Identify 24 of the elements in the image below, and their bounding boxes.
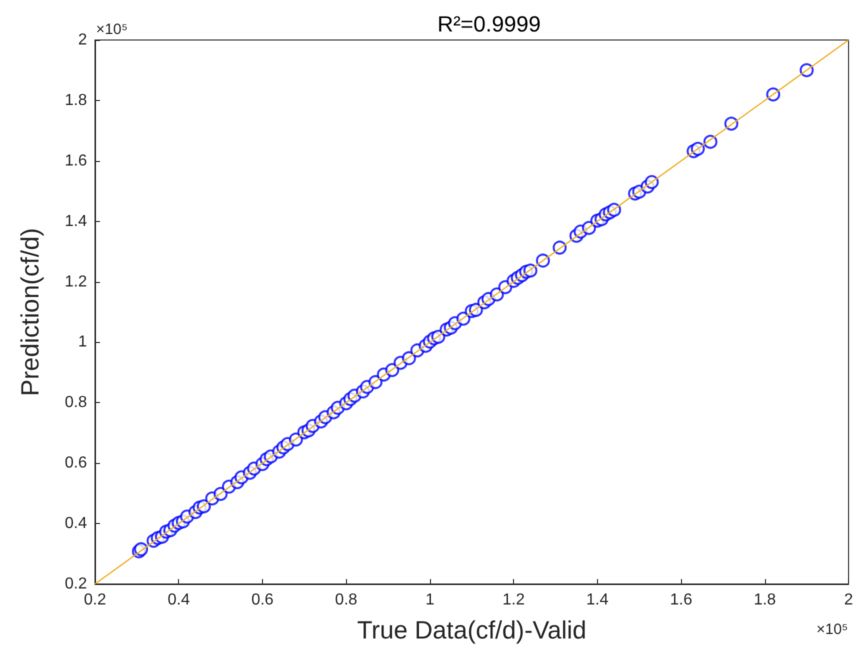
y-tick-label: 0.8 [64,394,88,412]
x-tick-label: 0.6 [251,592,274,608]
text: ×10⁵ [96,21,128,38]
x-tick-label: 0.4 [168,592,190,608]
x-tick-label: 1 [425,592,434,608]
x-axis-title: True Data(cf/d)-Valid [357,616,586,644]
y-tick-label: 1.4 [64,212,88,230]
y-tick-label: 1.8 [64,92,88,109]
x-tick-label: 1.2 [502,592,525,608]
y-axis-title: Prediction(cf/d) [16,228,44,396]
y-tick-label: 1 [78,334,88,351]
y-tick-label: 0.4 [64,515,88,532]
x-tick-label: 0.8 [335,592,358,608]
x-tick-label: 1.4 [586,592,609,608]
text: ×10⁵ [816,621,848,638]
y-tick-label: 0.2 [64,576,88,592]
y-tick-label: 1.2 [64,273,88,290]
x-tick-label: 1.6 [670,592,692,608]
x-tick-label: 2 [844,592,854,608]
x-tick-label: 1.8 [754,592,776,608]
y-tick-label: 2 [78,32,88,48]
chart-title: R²=0.9999 [437,12,541,36]
y-tick-label: 0.6 [64,454,88,472]
y-tick-label: 1.6 [64,152,88,170]
